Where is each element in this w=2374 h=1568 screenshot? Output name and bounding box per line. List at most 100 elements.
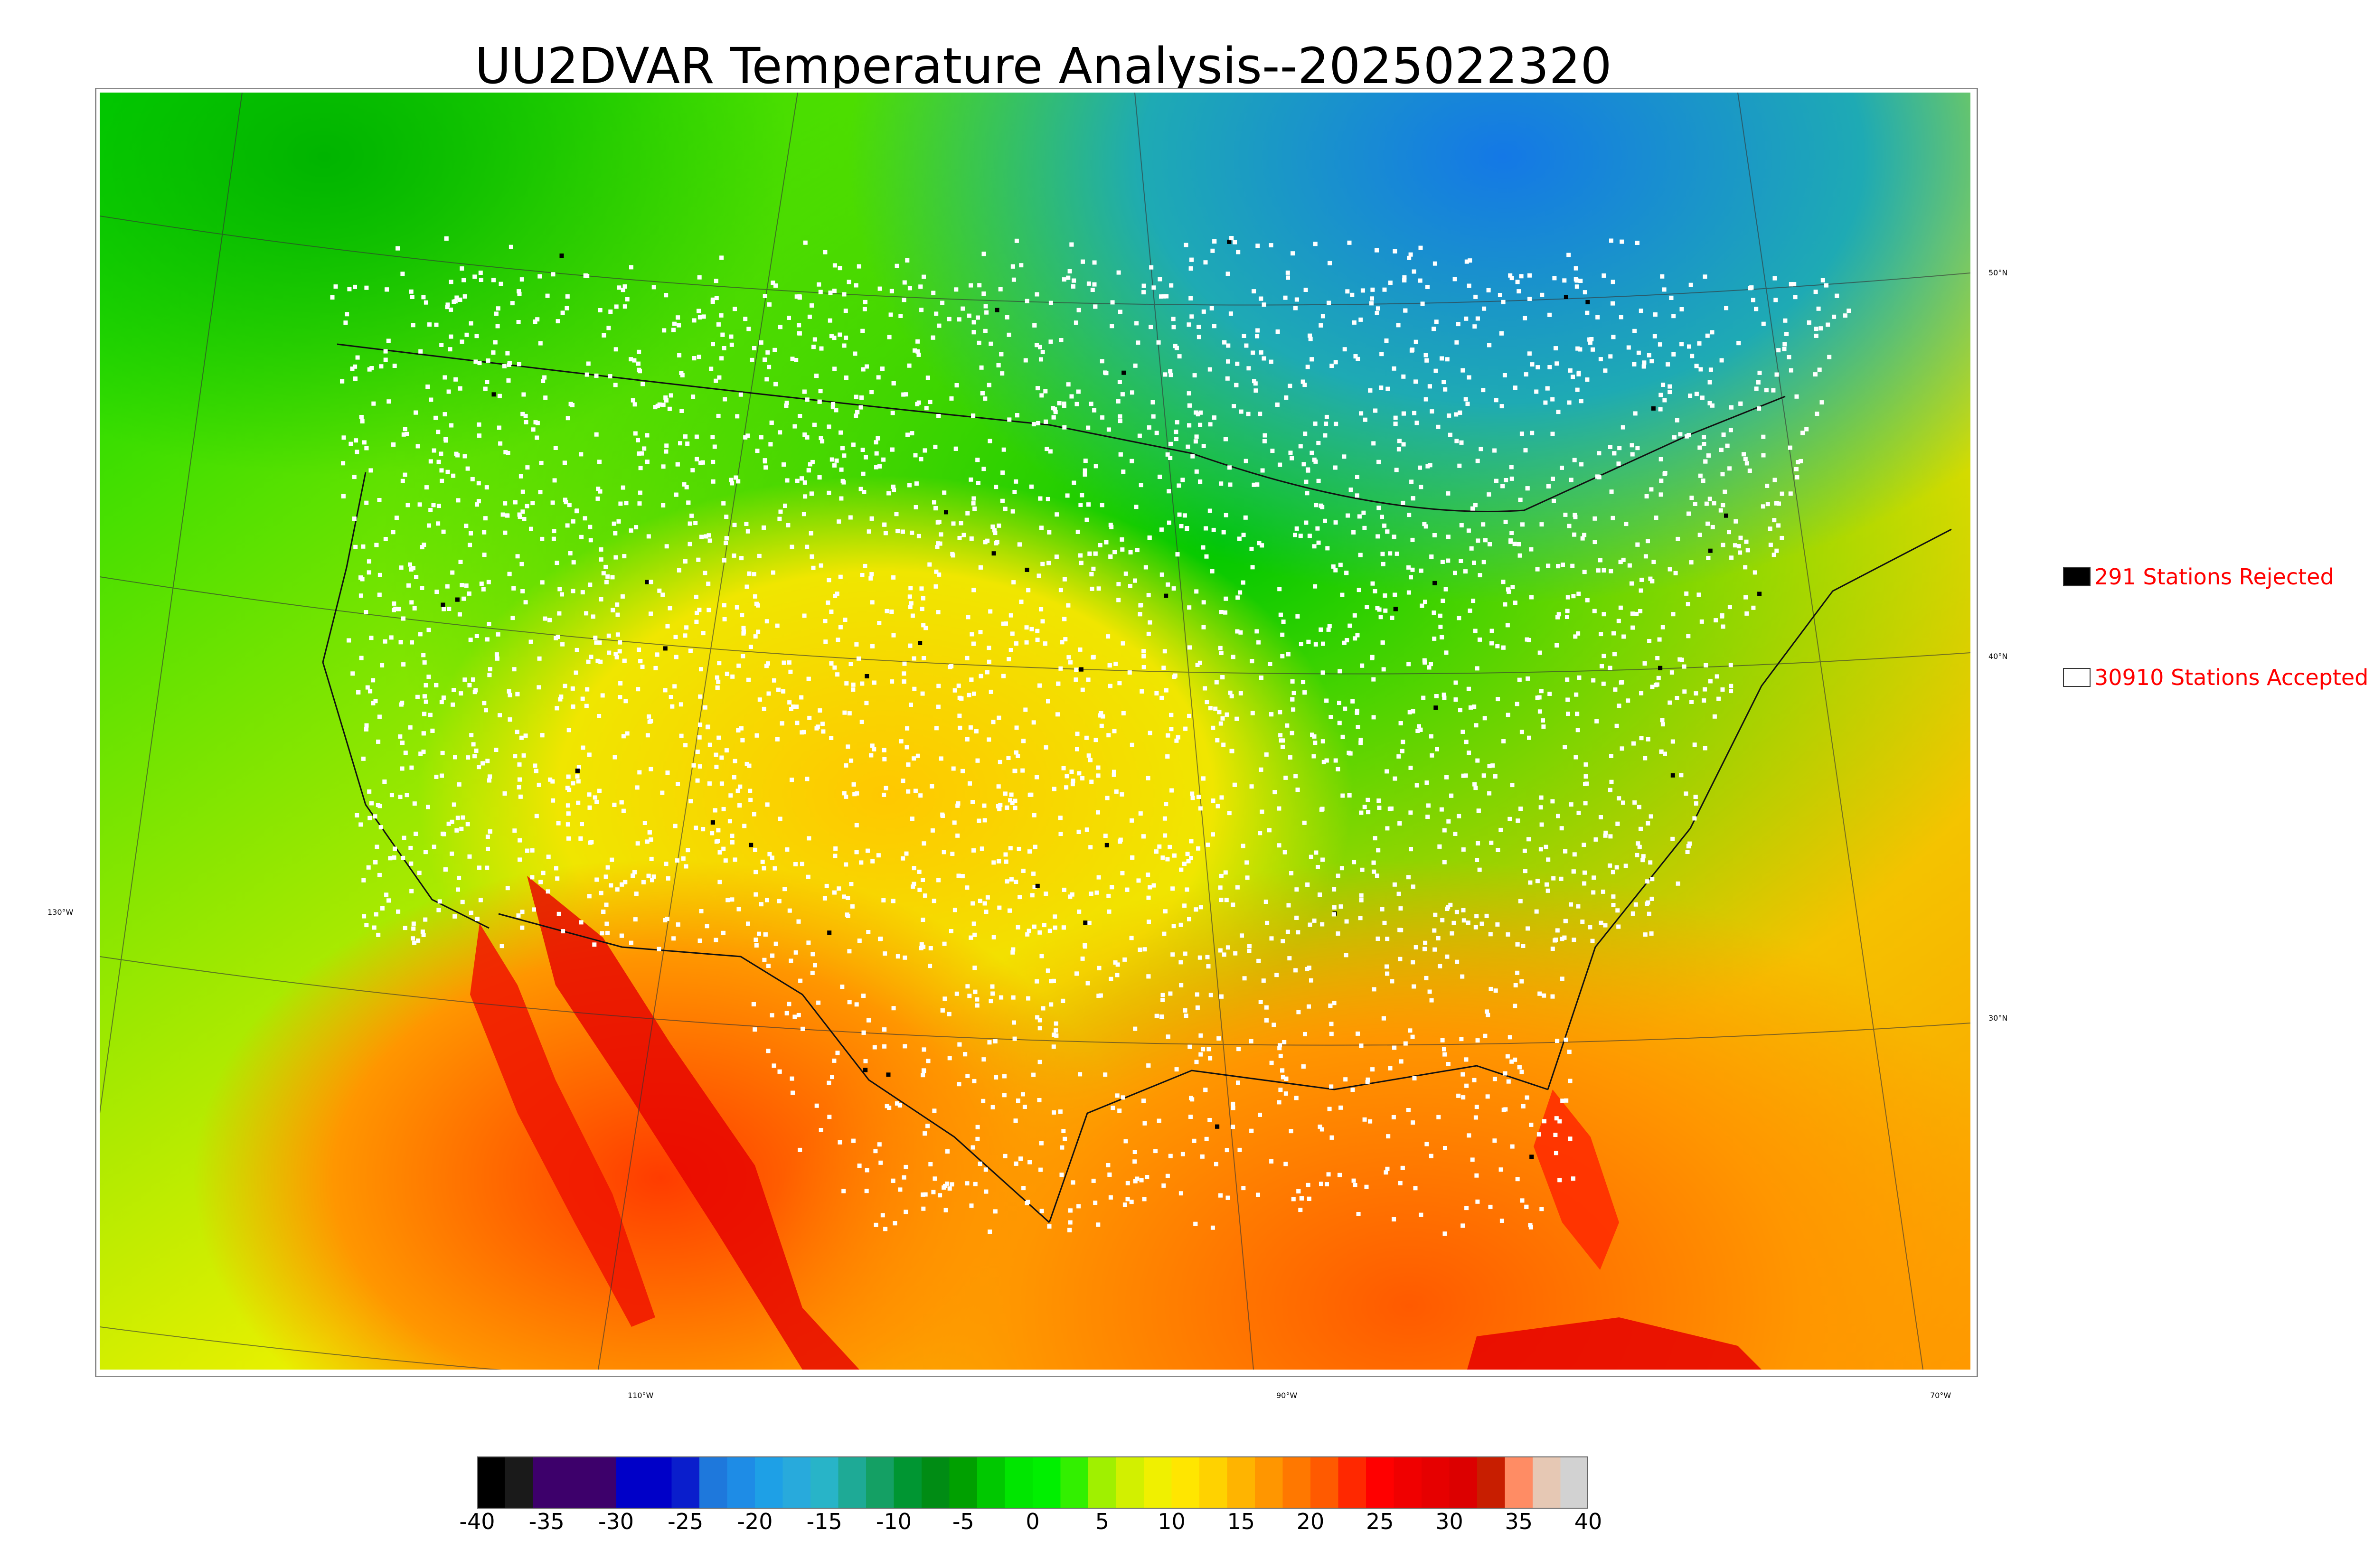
accepted-station-marker bbox=[422, 694, 427, 699]
accepted-station-marker bbox=[1046, 561, 1051, 565]
accepted-station-marker bbox=[844, 376, 848, 380]
accepted-station-marker bbox=[1336, 767, 1340, 771]
accepted-station-marker bbox=[1176, 735, 1180, 740]
accepted-station-marker bbox=[937, 519, 942, 524]
accepted-station-marker bbox=[663, 688, 668, 693]
accepted-station-marker bbox=[1408, 810, 1413, 815]
accepted-station-marker bbox=[1207, 1118, 1212, 1122]
accepted-station-marker bbox=[890, 679, 895, 684]
accepted-station-marker bbox=[1338, 563, 1343, 567]
accepted-station-marker bbox=[497, 425, 501, 430]
accepted-station-marker bbox=[1091, 566, 1096, 571]
accepted-station-marker bbox=[1313, 642, 1318, 647]
accepted-station-marker bbox=[874, 465, 878, 469]
accepted-station-marker bbox=[902, 1175, 906, 1180]
accepted-station-marker bbox=[1065, 493, 1070, 498]
accepted-station-marker bbox=[472, 690, 477, 695]
accepted-station-marker bbox=[1453, 697, 1458, 702]
accepted-station-marker bbox=[1636, 841, 1640, 846]
accepted-station-marker bbox=[1032, 885, 1037, 889]
rejected-station-marker bbox=[575, 769, 580, 773]
accepted-station-marker bbox=[1242, 334, 1246, 338]
accepted-station-marker bbox=[1123, 571, 1128, 576]
accepted-station-marker bbox=[1508, 273, 1513, 278]
accepted-station-marker bbox=[1319, 323, 1323, 328]
accepted-station-marker bbox=[1667, 567, 1672, 572]
accepted-station-marker bbox=[540, 536, 545, 541]
accepted-station-marker bbox=[1111, 1106, 1115, 1110]
accepted-station-marker bbox=[1299, 642, 1303, 647]
accepted-station-marker bbox=[1718, 508, 1723, 513]
accepted-station-marker bbox=[645, 733, 650, 738]
accepted-station-marker bbox=[820, 439, 825, 444]
accepted-station-marker bbox=[1403, 308, 1408, 313]
accepted-station-marker bbox=[551, 272, 556, 277]
accepted-station-marker bbox=[1358, 317, 1363, 322]
accepted-station-marker bbox=[1682, 664, 1686, 669]
accepted-station-marker bbox=[1611, 335, 1616, 339]
accepted-station-marker bbox=[1519, 274, 1524, 279]
accepted-station-marker bbox=[745, 433, 750, 438]
accepted-station-marker bbox=[530, 848, 535, 853]
accepted-station-marker bbox=[777, 1069, 782, 1074]
accepted-station-marker bbox=[581, 745, 585, 750]
accepted-station-marker bbox=[1168, 369, 1173, 374]
accepted-station-marker bbox=[1463, 773, 1468, 778]
accepted-station-marker bbox=[1127, 670, 1132, 675]
accepted-station-marker bbox=[730, 481, 735, 486]
accepted-station-marker bbox=[1432, 327, 1436, 331]
accepted-station-marker bbox=[412, 940, 417, 945]
accepted-station-marker bbox=[1359, 411, 1364, 416]
accepted-station-marker bbox=[706, 725, 710, 730]
accepted-station-marker bbox=[565, 822, 570, 827]
accepted-station-marker bbox=[1773, 298, 1778, 302]
accepted-station-marker bbox=[1559, 826, 1564, 831]
accepted-station-marker bbox=[364, 446, 369, 451]
accepted-station-marker bbox=[1074, 677, 1078, 682]
accepted-station-marker bbox=[1339, 866, 1344, 871]
accepted-station-marker bbox=[1765, 483, 1770, 488]
accepted-station-marker bbox=[1476, 808, 1481, 813]
accepted-station-marker bbox=[601, 571, 606, 576]
accepted-station-marker bbox=[970, 800, 975, 804]
accepted-station-marker bbox=[1780, 535, 1784, 540]
accepted-station-marker bbox=[1485, 1094, 1490, 1099]
accepted-station-marker bbox=[1583, 801, 1588, 806]
accepted-station-marker bbox=[499, 282, 503, 286]
accepted-station-marker bbox=[1738, 401, 1743, 406]
accepted-station-marker bbox=[1710, 330, 1715, 335]
accepted-station-marker bbox=[1219, 994, 1224, 999]
accepted-station-marker bbox=[990, 524, 995, 529]
accepted-station-marker bbox=[950, 1182, 954, 1187]
accepted-station-marker bbox=[940, 1008, 945, 1013]
accepted-station-marker bbox=[764, 664, 769, 668]
accepted-station-marker bbox=[1609, 238, 1613, 243]
accepted-station-marker bbox=[1106, 893, 1111, 898]
accepted-station-marker bbox=[877, 621, 882, 625]
accepted-station-marker bbox=[1385, 769, 1389, 774]
accepted-station-marker bbox=[594, 877, 599, 882]
accepted-station-marker bbox=[697, 275, 702, 280]
accepted-station-marker bbox=[1183, 1008, 1187, 1013]
accepted-station-marker bbox=[1699, 619, 1704, 624]
accepted-station-marker bbox=[1826, 322, 1830, 327]
accepted-station-marker bbox=[691, 763, 696, 768]
accepted-station-marker bbox=[1467, 283, 1471, 288]
accepted-station-marker bbox=[584, 611, 589, 616]
accepted-station-marker bbox=[1226, 359, 1230, 364]
accepted-station-marker bbox=[897, 1103, 902, 1108]
accepted-station-marker bbox=[1120, 792, 1124, 797]
accepted-station-marker bbox=[840, 985, 845, 989]
accepted-station-marker bbox=[812, 337, 817, 342]
accepted-station-marker bbox=[1521, 944, 1526, 948]
accepted-station-marker bbox=[922, 1047, 926, 1052]
accepted-station-marker bbox=[992, 528, 997, 533]
accepted-station-marker bbox=[1426, 803, 1431, 808]
accepted-station-marker bbox=[576, 765, 581, 770]
rejected-station-marker bbox=[491, 392, 496, 397]
accepted-station-marker bbox=[453, 755, 457, 760]
accepted-station-marker bbox=[603, 564, 608, 569]
accepted-station-marker bbox=[763, 294, 767, 298]
accepted-station-marker bbox=[697, 608, 702, 612]
accepted-station-marker bbox=[1542, 993, 1546, 998]
